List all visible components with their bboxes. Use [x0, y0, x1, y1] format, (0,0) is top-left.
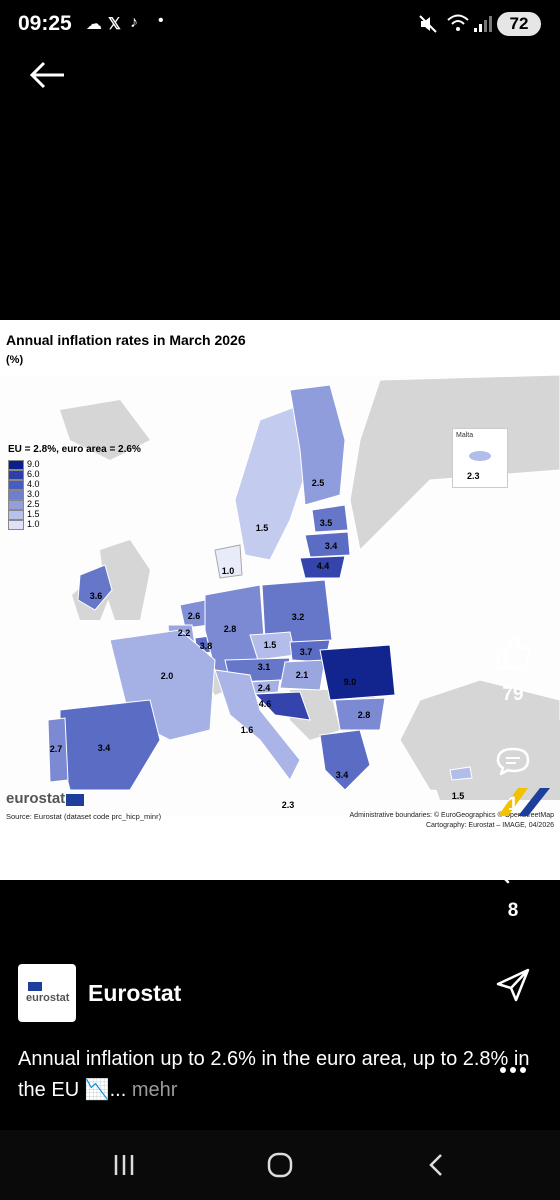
map-value-poland: 3.2	[291, 612, 305, 622]
reddit-icon: ☁	[86, 16, 102, 33]
wifi-icon	[447, 14, 469, 31]
notification-dot-icon: •	[158, 12, 164, 29]
map-value-belgium: 2.2	[177, 628, 191, 638]
map-value-sweden: 1.5	[255, 523, 269, 533]
legend-swatch	[8, 470, 24, 480]
source-note: Source: Eurostat (dataset code prc_hicp_…	[6, 812, 162, 821]
legend-label: 6.0	[27, 469, 40, 479]
chart-unit: (%)	[6, 354, 24, 366]
legend-swatch	[8, 490, 24, 500]
europe-map	[0, 374, 560, 815]
share-icon[interactable]	[494, 966, 532, 1004]
author-name[interactable]: Eurostat	[88, 980, 182, 1006]
map-value-hungary: 2.1	[295, 670, 309, 680]
map-value-romania: 9.0	[343, 677, 357, 687]
map-value-malta: 2.3	[281, 800, 295, 810]
legend-swatch	[8, 460, 24, 470]
map-value-austria: 3.1	[257, 662, 271, 672]
map-value-ireland: 3.6	[89, 591, 103, 601]
map-value-germany: 2.8	[223, 624, 237, 634]
post-caption[interactable]: Annual inflation up to 2.6% in the euro …	[18, 1044, 538, 1106]
legend-label: 1.0	[27, 519, 40, 529]
legend-swatch	[8, 500, 24, 510]
map-value-portugal: 2.7	[49, 744, 63, 754]
system-nav-bar	[0, 1130, 560, 1200]
legend-label: 1.5	[27, 509, 40, 519]
map-value-czechia: 1.5	[263, 640, 277, 650]
status-bar: 09:25 ☁ 𝕏 ♪ • 72	[0, 0, 560, 48]
legend-swatch	[8, 510, 24, 520]
signal-icon	[474, 16, 492, 32]
map-value-netherlands: 2.6	[187, 611, 201, 621]
like-icon[interactable]	[492, 630, 534, 672]
legend-title: EU = 2.8%, euro area = 2.6%	[8, 444, 141, 455]
brand-stripe-icon	[498, 788, 550, 816]
map-value-cyprus: 1.5	[451, 791, 465, 801]
chart-title: Annual inflation rates in March 2026	[6, 332, 246, 348]
post-image[interactable]: Annual inflation rates in March 2026 (%)…	[0, 320, 560, 880]
map-value-croatia: 4.6	[258, 699, 272, 709]
battery-indicator: 72	[497, 12, 541, 36]
back-arrow-icon[interactable]	[28, 58, 68, 92]
malta-inset-label: Malta	[456, 432, 474, 439]
credit-boundaries: Administrative boundaries: © EuroGeograp…	[349, 812, 554, 819]
malta-inset: Malta 2.3	[452, 428, 508, 488]
legend-label: 2.5	[27, 499, 40, 509]
map-value-spain: 3.4	[97, 743, 111, 753]
map-value-finland: 2.5	[311, 478, 325, 488]
back-nav-icon[interactable]	[426, 1152, 446, 1178]
eu-flag-icon	[28, 982, 42, 991]
legend-label: 9.0	[27, 459, 40, 469]
map-value-slovenia: 2.4	[257, 683, 271, 693]
repost-icon[interactable]	[494, 850, 532, 888]
x-icon: 𝕏	[108, 16, 121, 33]
legend-swatch	[8, 520, 24, 530]
tiktok-icon: ♪	[130, 14, 138, 31]
malta-value-label: 2.3	[467, 471, 480, 481]
comment-icon[interactable]	[494, 744, 532, 782]
like-count: 79	[502, 684, 524, 705]
legend-swatch	[8, 480, 24, 490]
malta-shape	[469, 451, 491, 461]
map-value-france: 2.0	[160, 671, 174, 681]
map-value-luxembourg: 3.8	[199, 641, 213, 651]
map-value-bulgaria: 2.8	[357, 710, 371, 720]
comment-count: 1	[507, 794, 519, 815]
legend-label: 3.0	[27, 489, 40, 499]
map-value-estonia: 3.5	[319, 518, 333, 528]
map-value-denmark: 1.0	[221, 566, 235, 576]
map-value-latvia: 3.4	[324, 541, 338, 551]
repost-count: 8	[507, 900, 519, 921]
credit-cartography: Cartography: Eurostat – IMAGE, 04/2026	[425, 822, 554, 829]
map-value-lithuania: 4.4	[316, 561, 330, 571]
clock: 09:25	[18, 12, 72, 35]
caption-text: Annual inflation up to 2.6% in the euro …	[18, 1048, 530, 1101]
eu-flag-icon	[66, 794, 84, 806]
author-avatar[interactable]: eurostat	[18, 964, 76, 1022]
avatar-logo-text: eurostat	[26, 992, 70, 1004]
legend-label: 4.0	[27, 479, 40, 489]
mute-icon	[419, 15, 437, 33]
map-value-italy: 1.6	[240, 725, 254, 735]
eurostat-logo-text: eurostat	[6, 790, 66, 807]
recent-apps-icon[interactable]	[112, 1152, 136, 1178]
home-icon[interactable]	[266, 1151, 294, 1179]
more-link[interactable]: mehr	[131, 1079, 178, 1101]
map-value-greece: 3.4	[335, 770, 349, 780]
map-value-slovakia: 3.7	[299, 647, 313, 657]
more-options-icon[interactable]	[498, 1060, 528, 1080]
